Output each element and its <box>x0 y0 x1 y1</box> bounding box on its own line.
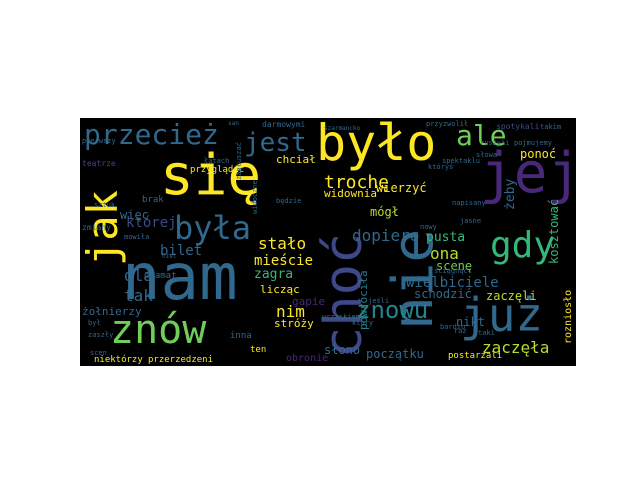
word: gapie <box>292 295 326 308</box>
word: której <box>126 215 177 231</box>
word: teatrze <box>82 159 116 168</box>
word: przyglądać <box>190 165 245 175</box>
word: żołnierzy <box>82 305 142 318</box>
word: nim <box>276 302 305 321</box>
word: spotykali <box>496 122 540 131</box>
word: stróży <box>274 317 314 330</box>
word: znów <box>110 307 207 353</box>
word: ściągnąć <box>434 267 468 275</box>
word: jej <box>480 141 576 206</box>
word: brak <box>142 195 164 205</box>
word: będzie <box>276 197 302 205</box>
word: obronie <box>286 353 329 364</box>
word: schodzić <box>414 287 472 301</box>
word: pierwszy <box>82 137 116 145</box>
word: wierzyć <box>376 181 427 195</box>
word: napisany <box>452 199 486 207</box>
word: gdy <box>490 225 556 266</box>
word: więc <box>120 208 149 222</box>
word: było <box>316 118 437 172</box>
word: któryś <box>428 163 454 171</box>
word: kosztować <box>547 198 561 264</box>
word: zagra <box>254 267 294 282</box>
word: mowiła <box>124 233 150 241</box>
word: spektaklu <box>442 157 480 165</box>
word: ale <box>456 119 507 152</box>
word: przyzwolił <box>426 120 469 128</box>
word: dopiero <box>352 226 420 245</box>
word: taki <box>478 329 495 337</box>
word: szarmancko <box>324 125 361 132</box>
word: scen <box>90 349 107 357</box>
word: pojmujemy <box>514 139 552 147</box>
word: rozniosło <box>563 289 574 344</box>
word: licząc <box>260 283 300 296</box>
word: chciał <box>276 153 316 166</box>
word: już <box>460 288 544 342</box>
word: łatach <box>204 157 230 165</box>
word: takim <box>540 123 562 131</box>
word: słowa <box>476 151 498 159</box>
word: dla <box>124 266 153 285</box>
word: słono <box>324 343 361 357</box>
word: był <box>88 319 101 327</box>
word: niel <box>162 253 177 260</box>
word: przerzedzeni <box>148 355 214 365</box>
word: inna <box>230 331 252 341</box>
word: san <box>228 120 239 127</box>
word: nowy <box>420 223 437 231</box>
word: który <box>352 319 374 327</box>
word: była <box>174 209 252 247</box>
word: początku <box>366 347 424 361</box>
word: nikt <box>456 315 485 329</box>
word: mieście <box>254 253 314 269</box>
word: ona <box>430 244 459 263</box>
word: ponoć <box>520 147 557 161</box>
word: mógł <box>370 205 399 219</box>
word: ruszyli <box>480 139 510 147</box>
word: raz <box>454 327 467 335</box>
word: tak <box>124 286 153 305</box>
word: darmowymi <box>262 120 306 129</box>
word: widoczne <box>251 180 259 214</box>
word: wielbiciele <box>406 275 499 291</box>
word: jasne <box>460 217 482 225</box>
word: jeśli <box>368 297 390 305</box>
word: trochę <box>324 172 390 193</box>
word-cloud: się jej nam nie choć było już jak znów b… <box>80 118 576 366</box>
word: zaszły <box>88 331 114 339</box>
word: bardzo <box>440 323 466 331</box>
word: zaczęli <box>486 289 537 303</box>
word: się <box>160 143 262 208</box>
word: widownia <box>324 187 377 200</box>
word: wrzaskiem <box>322 313 360 321</box>
word: znowu <box>356 296 429 324</box>
word: zagłuszać <box>235 142 243 180</box>
word: żeby <box>503 178 518 210</box>
word: bilet <box>160 243 203 259</box>
word: sztuk <box>94 201 116 209</box>
word: zaczęła <box>482 338 550 357</box>
word: niektórzy <box>94 355 143 365</box>
word: ten <box>250 345 267 355</box>
word: jest <box>244 128 307 158</box>
word: zmiany <box>82 223 111 232</box>
word: scenę <box>436 259 473 273</box>
word: nam <box>122 241 238 315</box>
word: pusta <box>426 230 466 245</box>
word: postarzali <box>448 351 503 361</box>
word: dramat <box>144 271 177 281</box>
word: stało <box>258 234 307 253</box>
word: przecież <box>84 118 219 151</box>
